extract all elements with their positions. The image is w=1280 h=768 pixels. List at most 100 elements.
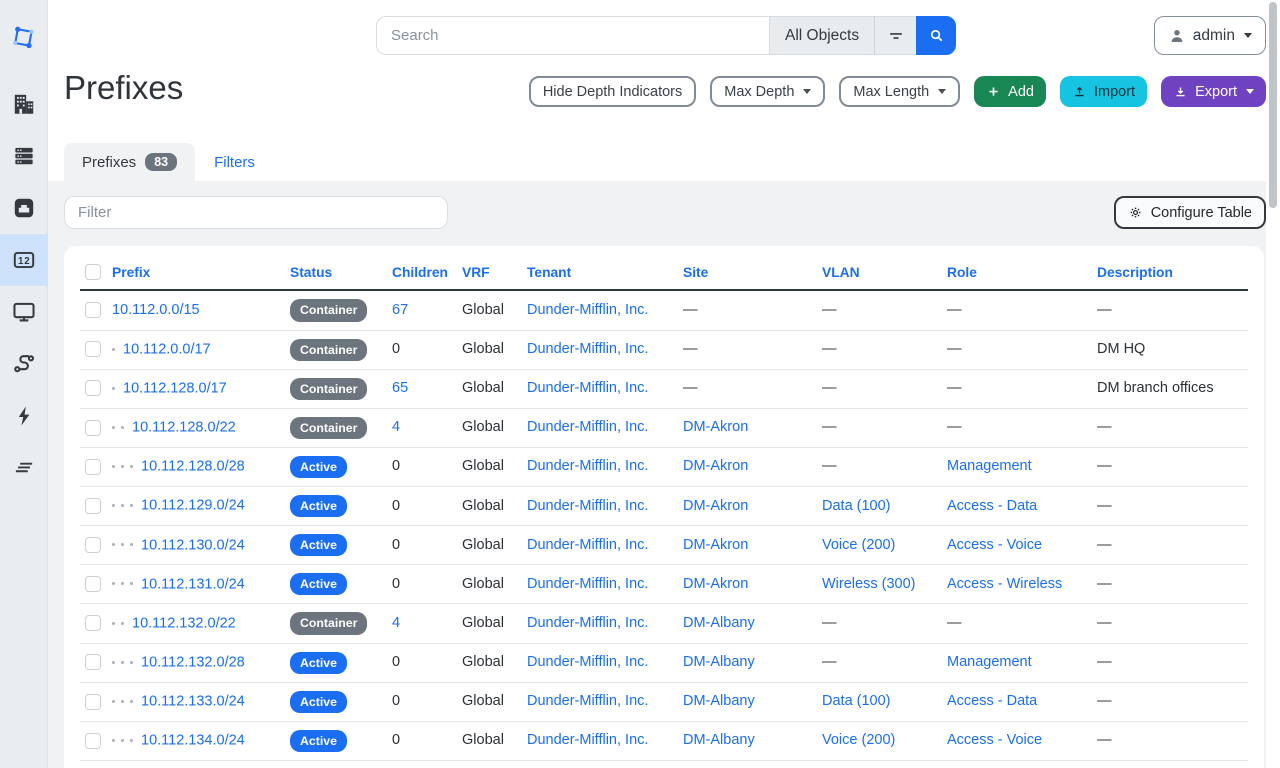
prefix-link[interactable]: 10.112.132.0/28 — [141, 654, 245, 671]
status-badge: Active — [290, 729, 347, 753]
column-header-vlan[interactable]: VLAN — [822, 264, 860, 280]
table-filter-input[interactable] — [64, 196, 448, 229]
children-count: 0 — [392, 693, 401, 710]
tenant-link[interactable]: Dunder-Mifflin, Inc. — [527, 693, 649, 710]
role-link[interactable]: Management — [947, 654, 1032, 671]
prefix-link[interactable]: 10.112.132.0/22 — [132, 615, 236, 632]
site-link[interactable]: DM-Akron — [683, 458, 749, 475]
column-header-tenant[interactable]: Tenant — [527, 264, 572, 280]
sidebar-item-connections[interactable] — [0, 182, 48, 234]
row-checkbox[interactable] — [85, 380, 101, 397]
select-all-checkbox[interactable] — [85, 264, 101, 281]
column-header-status[interactable]: Status — [290, 264, 333, 280]
role-link[interactable]: Management — [947, 458, 1032, 475]
vlan-link[interactable]: Wireless (300) — [822, 575, 916, 592]
role-link[interactable]: Access - Wireless — [947, 575, 1063, 592]
column-header-vrf[interactable]: VRF — [462, 264, 490, 280]
row-checkbox[interactable] — [85, 497, 101, 514]
sidebar-item-customization[interactable] — [0, 442, 48, 494]
site-link[interactable]: DM-Akron — [683, 575, 749, 592]
column-header-children[interactable]: Children — [392, 264, 448, 280]
row-checkbox[interactable] — [85, 341, 101, 358]
prefix-link[interactable]: 10.112.128.0/17 — [123, 380, 227, 397]
children-count-link[interactable]: 4 — [392, 419, 401, 436]
tenant-link[interactable]: Dunder-Mifflin, Inc. — [527, 380, 649, 397]
children-count-link[interactable]: 65 — [392, 380, 409, 397]
role-link[interactable]: Access - Voice — [947, 732, 1043, 749]
tenant-link[interactable]: Dunder-Mifflin, Inc. — [527, 575, 649, 592]
tenant-link[interactable]: Dunder-Mifflin, Inc. — [527, 732, 649, 749]
prefix-link[interactable]: 10.112.128.0/22 — [132, 419, 236, 436]
vlan-link[interactable]: Data (100) — [822, 497, 891, 514]
site-link[interactable]: DM-Albany — [683, 693, 755, 710]
prefix-link[interactable]: 10.112.131.0/24 — [141, 576, 245, 593]
configure-table-button[interactable]: Configure Table — [1113, 196, 1266, 229]
scrollbar-thumb[interactable] — [1269, 2, 1277, 208]
tab-filters[interactable]: Filters — [195, 143, 274, 181]
row-checkbox[interactable] — [85, 419, 101, 436]
row-checkbox[interactable] — [85, 615, 101, 632]
prefix-link[interactable]: 10.112.0.0/17 — [123, 341, 211, 358]
site-link[interactable]: DM-Akron — [683, 536, 749, 553]
column-header-role[interactable]: Role — [947, 264, 977, 280]
vlan-link[interactable]: Voice (200) — [822, 536, 896, 553]
role-link[interactable]: Access - Data — [947, 693, 1038, 710]
column-header-prefix[interactable]: Prefix — [112, 264, 151, 280]
children-count-link[interactable]: 67 — [392, 301, 409, 318]
sidebar-item-home[interactable] — [0, 12, 48, 64]
prefix-link[interactable]: 10.112.130.0/24 — [141, 536, 245, 553]
role-link[interactable]: Access - Voice — [947, 536, 1043, 553]
search-scope-select[interactable]: All Objects — [769, 16, 875, 55]
site-link[interactable]: DM-Albany — [683, 654, 755, 671]
row-checkbox[interactable] — [85, 732, 101, 749]
tenant-link[interactable]: Dunder-Mifflin, Inc. — [527, 458, 649, 475]
tenant-link[interactable]: Dunder-Mifflin, Inc. — [527, 536, 649, 553]
sidebar-item-power[interactable] — [0, 390, 48, 442]
tenant-link[interactable]: Dunder-Mifflin, Inc. — [527, 615, 649, 632]
sidebar-item-devices[interactable] — [0, 130, 48, 182]
tenant-link[interactable]: Dunder-Mifflin, Inc. — [527, 341, 649, 358]
prefix-link[interactable]: 10.112.129.0/24 — [141, 497, 245, 514]
prefix-link[interactable]: 10.112.128.0/28 — [141, 458, 245, 475]
vertical-scrollbar[interactable] — [1266, 0, 1280, 768]
role-link[interactable]: Access - Data — [947, 497, 1038, 514]
column-header-description[interactable]: Description — [1097, 264, 1173, 280]
column-header-site[interactable]: Site — [683, 264, 709, 280]
export-dropdown[interactable]: Export — [1161, 76, 1266, 107]
children-count-link[interactable]: 4 — [392, 615, 401, 632]
tenant-link[interactable]: Dunder-Mifflin, Inc. — [527, 301, 649, 318]
max-depth-dropdown[interactable]: Max Depth — [710, 76, 826, 107]
prefix-link[interactable]: 10.112.0.0/15 — [112, 301, 200, 318]
import-button[interactable]: Import — [1059, 76, 1148, 107]
vlan-link[interactable]: Data (100) — [822, 693, 891, 710]
vlan-link[interactable]: Voice (200) — [822, 732, 896, 749]
sidebar-item-organization[interactable] — [0, 78, 48, 130]
sidebar-item-virtualization[interactable] — [0, 286, 48, 338]
sidebar-item-circuits[interactable] — [0, 338, 48, 390]
row-checkbox[interactable] — [85, 576, 101, 593]
row-checkbox[interactable] — [85, 302, 101, 319]
sidebar-item-ipam[interactable]: 1 2 — [0, 234, 48, 286]
search-submit-button[interactable] — [916, 16, 957, 55]
row-checkbox[interactable] — [85, 654, 101, 671]
search-input[interactable] — [376, 16, 769, 55]
hide-depth-indicators-button[interactable]: Hide Depth Indicators — [528, 76, 697, 107]
site-link[interactable]: DM-Akron — [683, 497, 749, 514]
max-length-dropdown[interactable]: Max Length — [839, 76, 961, 107]
add-button[interactable]: Add — [974, 76, 1046, 107]
prefix-link[interactable]: 10.112.133.0/24 — [141, 693, 245, 710]
tenant-link[interactable]: Dunder-Mifflin, Inc. — [527, 497, 649, 514]
row-checkbox[interactable] — [85, 458, 101, 475]
row-checkbox[interactable] — [85, 536, 101, 553]
site-link[interactable]: DM-Albany — [683, 615, 755, 632]
row-checkbox[interactable] — [85, 693, 101, 710]
site-link[interactable]: DM-Akron — [683, 419, 749, 436]
site-link[interactable]: DM-Albany — [683, 732, 755, 749]
prefix-link[interactable]: 10.112.134.0/24 — [141, 732, 245, 749]
tenant-link[interactable]: Dunder-Mifflin, Inc. — [527, 419, 649, 436]
add-label: Add — [1008, 83, 1034, 100]
tenant-link[interactable]: Dunder-Mifflin, Inc. — [527, 654, 649, 671]
search-filter-button[interactable] — [874, 16, 917, 55]
tab-prefixes[interactable]: Prefixes 83 — [64, 143, 196, 181]
user-menu-button[interactable]: admin — [1153, 16, 1266, 55]
